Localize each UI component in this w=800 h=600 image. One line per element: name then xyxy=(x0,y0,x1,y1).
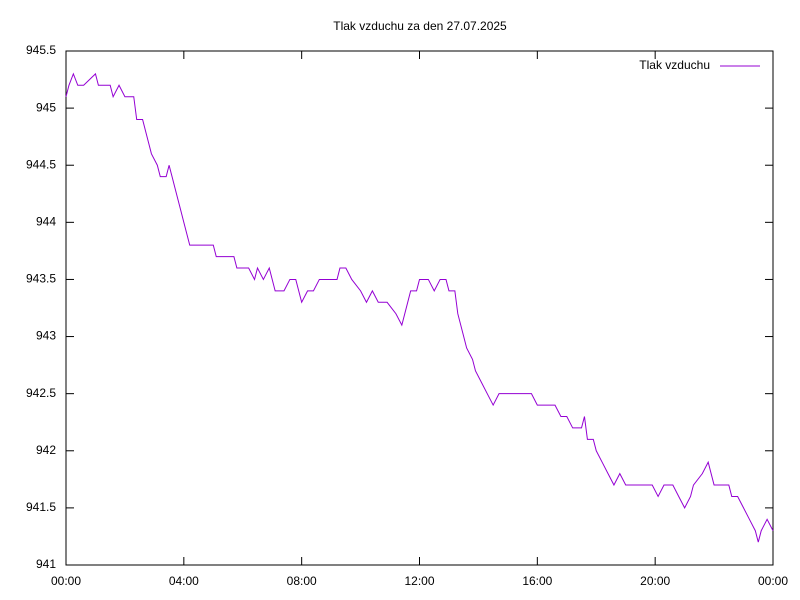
y-tick-label: 944.5 xyxy=(26,157,56,171)
y-tick-label: 944 xyxy=(36,215,56,229)
x-tick-label: 12:00 xyxy=(404,574,434,588)
y-tick-label: 942.5 xyxy=(26,386,56,400)
x-tick-label: 00:00 xyxy=(51,574,81,588)
y-tick-label: 941 xyxy=(36,557,56,571)
y-tick-label: 945.5 xyxy=(26,43,56,57)
y-tick-label: 941.5 xyxy=(26,500,56,514)
x-tick-label: 20:00 xyxy=(640,574,670,588)
legend-label: Tlak vzduchu xyxy=(639,58,710,72)
plot-border xyxy=(65,50,774,566)
chart-title: Tlak vzduchu za den 27.07.2025 xyxy=(333,19,507,33)
y-tick-label: 943.5 xyxy=(26,272,56,286)
x-tick-label: 04:00 xyxy=(169,574,199,588)
y-tick-label: 942 xyxy=(36,443,56,457)
x-tick-label: 08:00 xyxy=(287,574,317,588)
data-line xyxy=(65,72,774,543)
y-tick-label: 945 xyxy=(36,100,56,114)
x-tick-label: 00:00 xyxy=(758,574,788,588)
x-tick-label: 16:00 xyxy=(522,574,552,588)
y-tick-label: 943 xyxy=(36,329,56,343)
